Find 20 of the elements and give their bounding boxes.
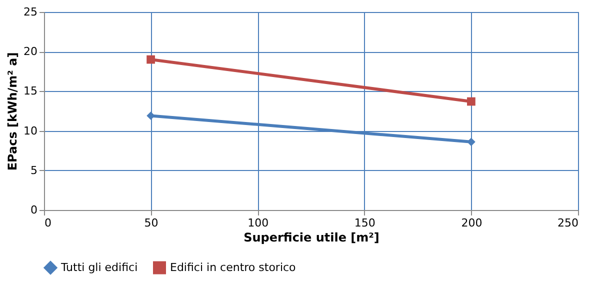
x-tick-label: 50 — [144, 216, 158, 230]
point — [467, 97, 476, 106]
y-tick-label: 0 — [30, 204, 38, 216]
y-tick-label: 5 — [30, 164, 38, 177]
legend-label: Edifici in centro storico — [170, 260, 296, 274]
x-tick-label: 0 — [44, 216, 52, 230]
point — [146, 55, 155, 64]
legend-label: Tutti gli edifici — [60, 260, 138, 274]
y-tick-label: 20 — [24, 45, 38, 58]
x-axis-title: Superficie utile [m²] — [244, 230, 380, 244]
y-tick-label: 25 — [24, 6, 38, 18]
point — [146, 112, 155, 120]
x-tick-label: 100 — [248, 216, 269, 230]
x-tick-label: 150 — [354, 216, 376, 230]
point — [467, 138, 476, 146]
y-tick-label: 10 — [24, 124, 38, 138]
x-tick-label: 250 — [558, 216, 578, 230]
x-tick-label: 200 — [461, 216, 482, 230]
y-axis-title: EPacs [kWh/m² a] — [6, 52, 20, 171]
y-tick-label: 15 — [24, 84, 38, 98]
